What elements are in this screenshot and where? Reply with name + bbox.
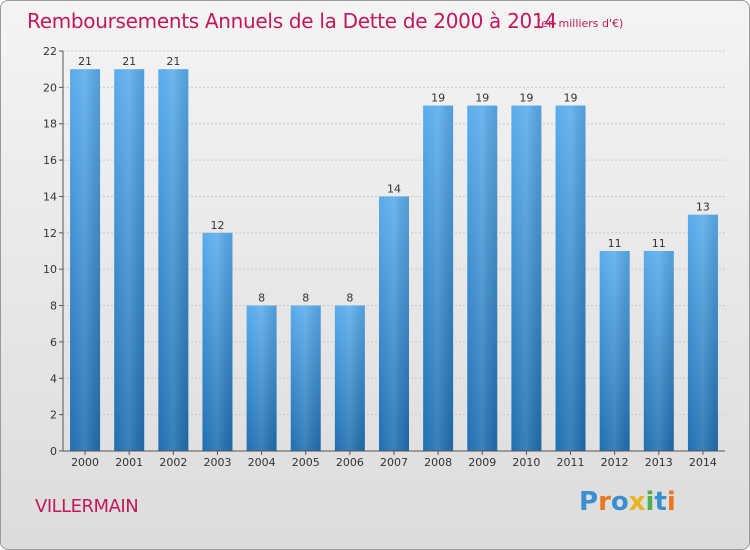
bar-shine xyxy=(423,105,454,451)
bar-value-label: 21 xyxy=(166,55,180,68)
bar-shine xyxy=(202,232,233,451)
logo-letter: x xyxy=(628,487,646,517)
bar-value-label: 19 xyxy=(431,92,445,105)
bar-value-labels: 21 21 21 12 8 8 8 14 19 19 19 19 11 11 13 xyxy=(78,55,710,304)
x-tick-label: 2002 xyxy=(159,456,187,469)
bar-shine xyxy=(643,251,674,451)
logo-letter: P xyxy=(579,487,599,517)
logo-letter: i xyxy=(666,487,676,517)
bar-value-label: 14 xyxy=(387,182,401,195)
bar-value-label: 8 xyxy=(346,292,353,305)
bar-value-label: 12 xyxy=(210,219,224,232)
bar-shine xyxy=(599,251,630,451)
chart-subtitle: (en milliers d'€) xyxy=(537,17,624,30)
y-tick-label: 4 xyxy=(50,372,57,385)
bar-shine xyxy=(334,305,365,451)
bar-shine xyxy=(555,105,586,451)
bar-value-label: 21 xyxy=(78,55,92,68)
x-tick-label: 2013 xyxy=(645,456,673,469)
commune-name: VILLERMAIN xyxy=(35,496,139,517)
x-tick-label: 2011 xyxy=(557,456,585,469)
logo-letter: r xyxy=(598,487,611,517)
y-tick-label: 14 xyxy=(43,190,57,203)
bars xyxy=(70,69,718,451)
bar-shine xyxy=(511,105,542,451)
y-tick-label: 0 xyxy=(50,445,57,458)
bar-shine xyxy=(290,305,321,451)
bar-value-label: 11 xyxy=(652,237,666,250)
x-tick-label: 2012 xyxy=(601,456,629,469)
y-tick-label: 12 xyxy=(43,227,57,240)
x-tick-label: 2001 xyxy=(115,456,143,469)
x-tick-label: 2004 xyxy=(248,456,276,469)
logo-letter: t xyxy=(654,487,667,517)
chart-title: Remboursements Annuels de la Dette de 20… xyxy=(27,9,557,33)
bar-value-label: 13 xyxy=(696,201,710,214)
x-tick-label: 2005 xyxy=(292,456,320,469)
bar-value-label: 21 xyxy=(122,55,136,68)
x-tick-label: 2009 xyxy=(468,456,496,469)
bar-value-label: 8 xyxy=(302,292,309,305)
bar-shine xyxy=(114,69,145,451)
axes: 0 2 4 6 8 10 12 14 16 18 20 22 2000 2001 2002 2003 2004 2… xyxy=(43,45,725,469)
x-tick-label: 2007 xyxy=(380,456,408,469)
x-tick-label: 2010 xyxy=(512,456,540,469)
proxiti-logo[interactable]: Proxiti xyxy=(579,487,676,517)
bar-value-label: 19 xyxy=(519,92,533,105)
bar-shine xyxy=(687,214,718,451)
bar-shine xyxy=(158,69,189,451)
x-tick-label: 2014 xyxy=(689,456,717,469)
y-tick-label: 10 xyxy=(43,263,57,276)
y-tick-label: 18 xyxy=(43,118,57,131)
logo-letter: i xyxy=(645,487,655,517)
bar-shine xyxy=(246,305,277,451)
logo-letter: o xyxy=(610,487,629,517)
x-tick-label: 2000 xyxy=(71,456,99,469)
bar-shine xyxy=(467,105,498,451)
bar-value-label: 19 xyxy=(475,92,489,105)
y-tick-label: 2 xyxy=(50,409,57,422)
x-tick-label: 2006 xyxy=(336,456,364,469)
y-tick-label: 20 xyxy=(43,81,57,94)
y-tick-label: 6 xyxy=(50,336,57,349)
y-tick-label: 8 xyxy=(50,300,57,313)
x-tick-label: 2008 xyxy=(424,456,452,469)
y-tick-label: 16 xyxy=(43,154,57,167)
x-tick-label: 2003 xyxy=(203,456,231,469)
bar-shine xyxy=(70,69,101,451)
bar-value-label: 11 xyxy=(608,237,622,250)
y-tick-label: 22 xyxy=(43,45,57,58)
bar-value-label: 8 xyxy=(258,292,265,305)
bar-shine xyxy=(379,196,409,451)
bar-value-label: 19 xyxy=(564,92,578,105)
